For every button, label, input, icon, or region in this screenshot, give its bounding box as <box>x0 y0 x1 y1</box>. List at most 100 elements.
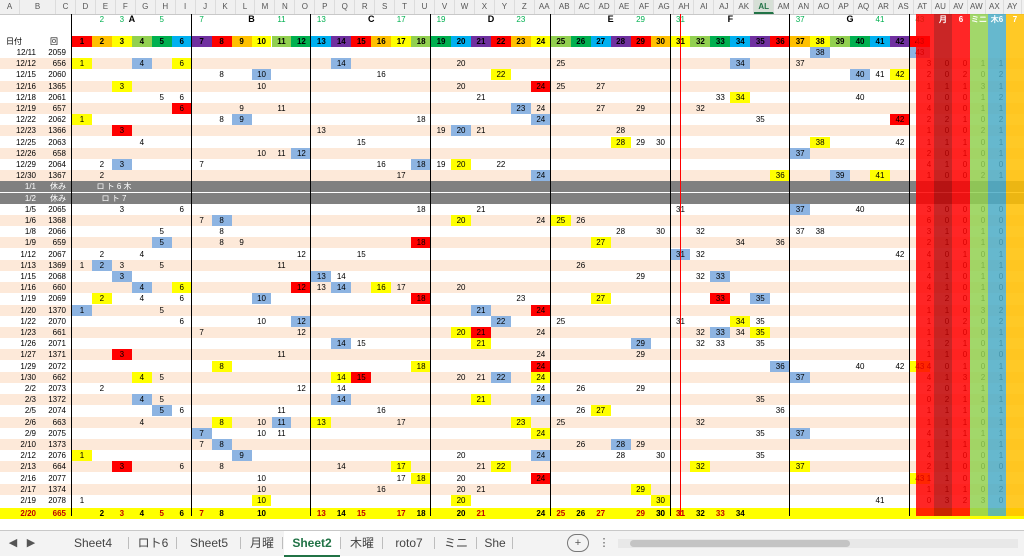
add-sheet-button[interactable]: + <box>567 534 589 552</box>
next-sheet-button[interactable]: ▶ <box>26 537 36 549</box>
column-header-am[interactable]: AM <box>774 0 795 14</box>
column-header-c[interactable]: C <box>56 0 76 14</box>
cell-value: 11 <box>277 406 286 416</box>
cell-value: 11 <box>271 416 292 428</box>
column-header-bar[interactable]: A B C D E F G H I J K L M N O P Q R S T U V W X Y Z AA AB AC AD AE AF AG… <box>0 0 1024 15</box>
column-header-v[interactable]: V <box>435 0 455 14</box>
tab-ロト6[interactable]: ロト6 <box>137 536 169 550</box>
row-round: 2076 <box>48 451 66 461</box>
column-header-ay[interactable]: AY <box>1004 0 1022 14</box>
round-header: 回 <box>50 37 58 46</box>
column-header-i[interactable]: I <box>176 0 196 14</box>
table-row: 1/1520683131429323341010 <box>0 271 1024 282</box>
column-header-y[interactable]: Y <box>495 0 515 14</box>
column-header-ax[interactable]: AX <box>986 0 1004 14</box>
cell-value: 25 <box>556 316 566 326</box>
column-header-aq[interactable]: AQ <box>854 0 874 14</box>
row-round: 2059 <box>48 48 66 57</box>
row-date: 2/19 <box>20 496 36 505</box>
column-header-a[interactable]: A <box>0 0 20 14</box>
column-header-z[interactable]: Z <box>515 0 535 14</box>
tab-roto7[interactable]: roto7 <box>395 536 423 550</box>
column-header-r[interactable]: R <box>355 0 376 14</box>
tab-sheet2[interactable]: Sheet2 <box>284 531 340 557</box>
column-header-n[interactable]: N <box>275 0 296 14</box>
column-header-x[interactable]: X <box>475 0 495 14</box>
column-header-ai[interactable]: AI <box>694 0 715 14</box>
column-header-e[interactable]: E <box>96 0 116 14</box>
column-header-ah[interactable]: AH <box>674 0 695 14</box>
column-header-u[interactable]: U <box>415 0 436 14</box>
row-date: 2/9 <box>24 428 36 438</box>
column-header-ag[interactable]: AG <box>655 0 675 14</box>
cell-value: 18 <box>411 159 432 170</box>
column-header-m[interactable]: M <box>256 0 276 14</box>
column-header-af[interactable]: AF <box>635 0 655 14</box>
tab-木曜[interactable]: 木曜 <box>349 536 374 550</box>
table-row: 1/8206658283032373831010 <box>0 226 1024 237</box>
prev-sheet-button[interactable]: ◀ <box>8 537 18 549</box>
row-date: 12/22 <box>15 115 36 125</box>
tab-ミニ[interactable]: ミニ <box>443 536 468 550</box>
number-header-37: 37 <box>790 36 811 47</box>
table-row: 1/22207061012222531343510202 <box>0 315 1024 327</box>
column-header-ap[interactable]: AP <box>834 0 854 14</box>
cell-value: 3 <box>111 159 132 170</box>
column-header-f[interactable]: F <box>116 0 136 14</box>
column-header-k[interactable]: K <box>216 0 236 14</box>
number-header-18: 18 <box>411 36 432 47</box>
tab-sheet5[interactable]: Sheet5 <box>189 536 229 550</box>
spreadsheet-grid[interactable]: A B C D E F G H I J K L M N O P Q R S T U V W X Y Z AA AB AC AD AE AF AG… <box>0 0 1024 530</box>
column-header-aj[interactable]: AJ <box>714 0 735 14</box>
column-header-au[interactable]: AU <box>932 0 950 14</box>
cell-value: 32 <box>690 461 711 473</box>
cell-value: 21 <box>471 394 491 406</box>
row-round: 2078 <box>48 496 66 505</box>
column-header-o[interactable]: O <box>295 0 316 14</box>
column-header-av[interactable]: AV <box>950 0 968 14</box>
column-header-t[interactable]: T <box>395 0 416 14</box>
group-divider <box>190 14 192 516</box>
column-header-aa[interactable]: AA <box>535 0 555 14</box>
column-header-ac[interactable]: AC <box>575 0 595 14</box>
column-header-ao[interactable]: AO <box>814 0 835 14</box>
column-header-ad[interactable]: AD <box>595 0 615 14</box>
scrollbar-thumb[interactable] <box>630 540 850 547</box>
tab-月曜[interactable]: 月曜 <box>249 536 274 550</box>
tab-sheet4[interactable]: Sheet4 <box>73 536 113 550</box>
column-header-s[interactable]: S <box>375 0 396 14</box>
column-header-d[interactable]: D <box>76 0 96 14</box>
column-header-ak[interactable]: AK <box>734 0 755 14</box>
cell-value: 6 <box>171 58 192 70</box>
prime-marker: 5 <box>159 15 164 24</box>
column-header-ae[interactable]: AE <box>615 0 635 14</box>
tab-separator <box>476 537 477 549</box>
column-header-ar[interactable]: AR <box>874 0 894 14</box>
column-header-al[interactable]: AL <box>754 0 775 14</box>
column-header-g[interactable]: G <box>136 0 156 14</box>
total-value: 10 <box>257 509 266 519</box>
column-header-ab[interactable]: AB <box>555 0 575 14</box>
column-header-an[interactable]: AN <box>794 0 815 14</box>
column-header-as[interactable]: AS <box>894 0 914 14</box>
column-header-p[interactable]: P <box>315 0 336 14</box>
row-round: 2072 <box>48 361 66 371</box>
table-row: 2/1013737826282911101 <box>0 439 1024 450</box>
cell-value: 14 <box>336 272 346 281</box>
cell-value: 9 <box>239 238 244 248</box>
tab-she[interactable]: She <box>484 536 506 550</box>
row-round: 2071 <box>48 339 66 349</box>
column-header-j[interactable]: J <box>196 0 216 14</box>
group-divider <box>669 14 671 516</box>
column-header-aw[interactable]: AW <box>968 0 986 14</box>
summary-column <box>916 14 934 516</box>
column-header-w[interactable]: W <box>455 0 475 14</box>
column-header-l[interactable]: L <box>236 0 256 14</box>
column-header-at[interactable]: AT <box>914 0 932 14</box>
cell-value: 6 <box>171 282 192 294</box>
column-header-h[interactable]: H <box>156 0 176 14</box>
column-header-b[interactable]: B <box>20 0 56 14</box>
total-value: 34 <box>735 509 745 519</box>
column-header-q[interactable]: Q <box>335 0 356 14</box>
more-options-icon[interactable]: ⋮ <box>598 537 610 549</box>
